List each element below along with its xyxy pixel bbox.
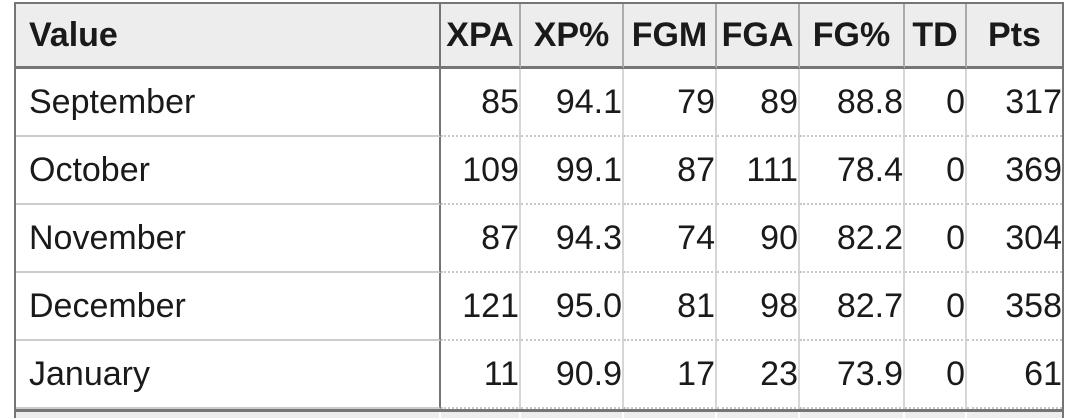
stat-cell: 111 <box>717 137 800 205</box>
stat-cell: 85 <box>441 69 521 137</box>
column-header: Pts <box>967 4 1062 69</box>
row-label-cell: September <box>16 69 441 137</box>
stat-cell: 90 <box>717 205 800 273</box>
next-section-cell <box>800 412 905 418</box>
next-section-cell <box>967 412 1062 418</box>
row-label-cell: December <box>16 273 441 341</box>
stat-cell: 89 <box>717 69 800 137</box>
stat-cell: 78.4 <box>800 137 905 205</box>
column-header: XPA <box>441 4 521 69</box>
stat-cell: 304 <box>967 205 1062 273</box>
table-row: December 121 95.0 81 98 82.7 0 358 <box>16 273 1062 341</box>
next-section-cell <box>16 412 441 418</box>
stat-cell: 94.1 <box>521 69 624 137</box>
stats-table: Value XPA XP% FGM FGA FG% TD Pts September 85 94.… <box>14 2 1064 418</box>
row-label-cell: January <box>16 341 441 409</box>
column-header-value: Value <box>16 4 441 69</box>
stat-cell: 0 <box>905 205 967 273</box>
next-section-cell <box>441 412 521 418</box>
stat-cell: 358 <box>967 273 1062 341</box>
header-row: Value XPA XP% FGM FGA FG% TD Pts <box>16 4 1062 69</box>
column-header: FGA <box>717 4 800 69</box>
stat-cell: 61 <box>967 341 1062 409</box>
stat-cell: 121 <box>441 273 521 341</box>
next-section-cell <box>624 412 717 418</box>
stat-cell: 74 <box>624 205 717 273</box>
next-section-cell <box>905 412 967 418</box>
stat-cell: 90.9 <box>521 341 624 409</box>
stat-cell: 23 <box>717 341 800 409</box>
table-row: October 109 99.1 87 111 78.4 0 369 <box>16 137 1062 205</box>
stat-cell: 98 <box>717 273 800 341</box>
stat-cell: 79 <box>624 69 717 137</box>
stat-cell: 88.8 <box>800 69 905 137</box>
stat-cell: 94.3 <box>521 205 624 273</box>
stat-cell: 81 <box>624 273 717 341</box>
row-label-cell: October <box>16 137 441 205</box>
stats-table-grid: Value XPA XP% FGM FGA FG% TD Pts September 85 94.… <box>16 4 1062 409</box>
stat-cell: 317 <box>967 69 1062 137</box>
stat-cell: 0 <box>905 341 967 409</box>
stat-cell: 109 <box>441 137 521 205</box>
stat-cell: 73.9 <box>800 341 905 409</box>
table-row: January 11 90.9 17 23 73.9 0 61 <box>16 341 1062 409</box>
row-label-cell: November <box>16 205 441 273</box>
stat-cell: 17 <box>624 341 717 409</box>
stat-cell: 95.0 <box>521 273 624 341</box>
column-header: FG% <box>800 4 905 69</box>
stat-cell: 87 <box>624 137 717 205</box>
column-header: XP% <box>521 4 624 69</box>
stat-cell: 99.1 <box>521 137 624 205</box>
stat-cell: 0 <box>905 137 967 205</box>
stat-cell: 0 <box>905 69 967 137</box>
column-header: TD <box>905 4 967 69</box>
table-body: September 85 94.1 79 89 88.8 0 317 October 109 99.… <box>16 69 1062 409</box>
column-header: FGM <box>624 4 717 69</box>
next-section-cell <box>521 412 624 418</box>
stat-cell: 82.2 <box>800 205 905 273</box>
table-row: November 87 94.3 74 90 82.2 0 304 <box>16 205 1062 273</box>
next-section-strip <box>16 412 1062 418</box>
stat-cell: 11 <box>441 341 521 409</box>
stat-cell: 0 <box>905 273 967 341</box>
next-section-cell <box>717 412 800 418</box>
stat-cell: 369 <box>967 137 1062 205</box>
stat-cell: 82.7 <box>800 273 905 341</box>
table-row: September 85 94.1 79 89 88.8 0 317 <box>16 69 1062 137</box>
next-section-cutoff <box>14 409 1064 418</box>
stat-cell: 87 <box>441 205 521 273</box>
stats-table-frame: Value XPA XP% FGM FGA FG% TD Pts September 85 94.… <box>14 2 1064 409</box>
